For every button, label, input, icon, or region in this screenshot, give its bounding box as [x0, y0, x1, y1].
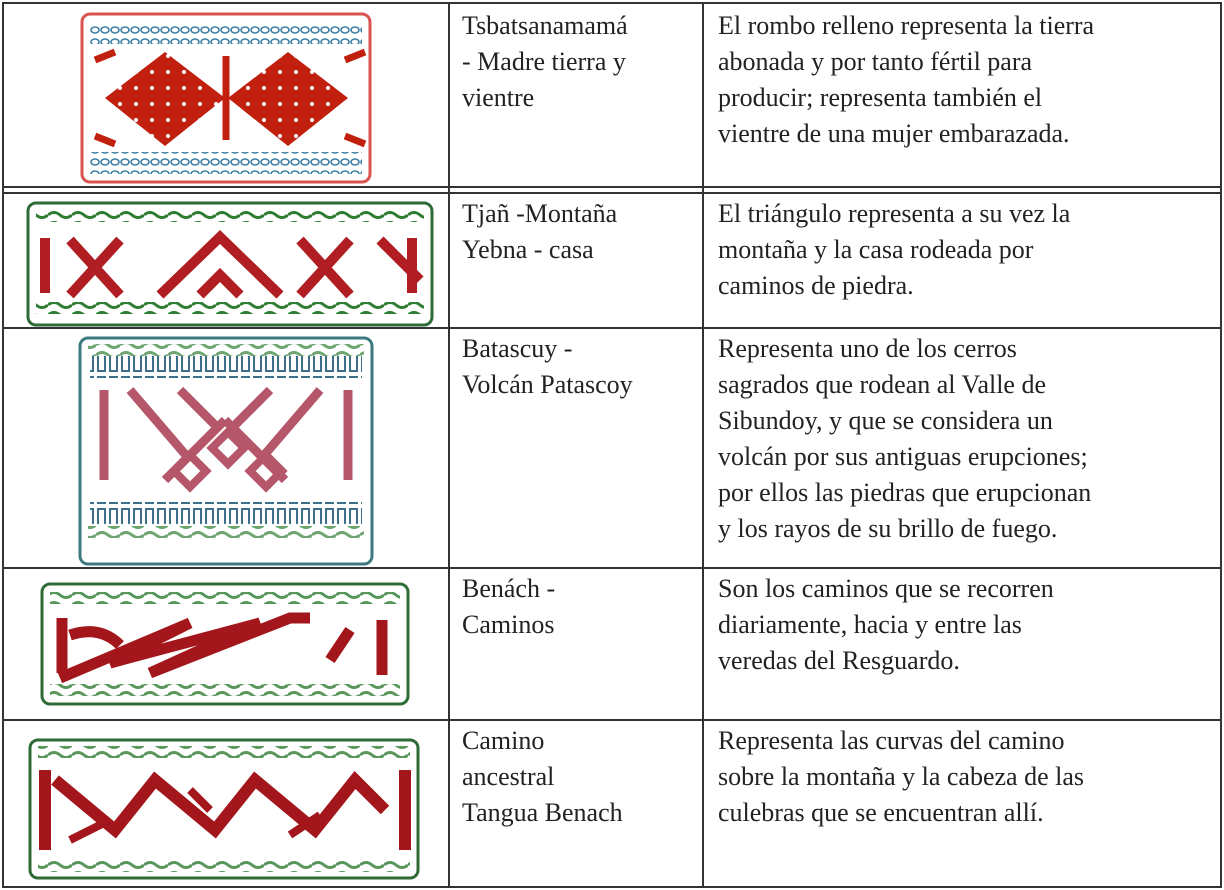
text-line: abonada y por tanto fértil para — [718, 47, 1033, 76]
rule — [2, 192, 1222, 194]
rule — [2, 886, 1222, 888]
table-cell: Camino ancestral Tangua Benach — [462, 723, 623, 831]
text-line: y los rayos de su brillo de fuego. — [718, 514, 1058, 543]
table-cell: Benách - Caminos — [462, 571, 555, 643]
text-line: Camino — [462, 726, 545, 755]
table-cell: Tjañ -Montaña Yebna - casa — [462, 196, 617, 268]
table-cell: Representa las curvas del camino sobre la… — [718, 723, 1084, 831]
text-line: Caminos — [462, 610, 555, 639]
table-cell: Batascuy - Volcán Patascoy — [462, 331, 633, 403]
text-line: Tangua Benach — [462, 798, 623, 827]
rule — [2, 719, 1222, 721]
text-line: vientre de una mujer embarazada. — [718, 119, 1070, 148]
text-line: Son los caminos que se recorren — [718, 574, 1054, 603]
table-cell: El triángulo representa a su vez la monta… — [718, 196, 1070, 304]
text-line: culebras que se encuentran allí. — [718, 798, 1044, 827]
text-line: Representa las curvas del camino — [718, 726, 1065, 755]
text-line: producir; representa también el — [718, 83, 1043, 112]
table-cell: El rombo relleno representa la tierra abo… — [718, 8, 1094, 152]
text-line: por ellos las piedras que erupcionan — [718, 478, 1092, 507]
rule — [448, 2, 450, 888]
table-cell: Son los caminos que se recorren diariamen… — [718, 571, 1054, 679]
text-line: sagrados que rodean al Valle de — [718, 370, 1047, 399]
text-line: sobre la montaña y la cabeza de las — [718, 762, 1084, 791]
text-line: Sibundoy, y que se considera un — [718, 406, 1053, 435]
rule — [2, 186, 1222, 188]
text-line: montaña y la casa rodeada por — [718, 235, 1034, 264]
text-line: Volcán Patascoy — [462, 370, 633, 399]
text-line: El rombo relleno representa la tierra — [718, 11, 1095, 40]
rule — [702, 2, 704, 888]
text-line: El triángulo representa a su vez la — [718, 199, 1071, 228]
text-line: Tjañ -Montaña — [462, 199, 618, 228]
text-line: caminos de piedra. — [718, 271, 914, 300]
rule — [2, 2, 4, 888]
motifs — [26, 12, 434, 880]
text-line: - Madre tierra y — [462, 47, 626, 76]
text-line: Benách - — [462, 574, 556, 603]
text-line: Tsbatsanamamá — [462, 11, 628, 40]
text-line: veredas del Resguardo. — [718, 646, 960, 675]
text-line: Representa uno de los cerros — [718, 334, 1017, 363]
text-line: ancestral — [462, 762, 555, 791]
rule — [2, 327, 1222, 329]
text-line: Yebna - casa — [462, 235, 594, 264]
text-line: vientre — [462, 83, 535, 112]
rule — [1220, 2, 1222, 888]
rule — [2, 567, 1222, 569]
text-line: volcán por sus antiguas erupciones; — [718, 442, 1088, 471]
text-line: diariamente, hacia y entre las — [718, 610, 1022, 639]
rule — [2, 2, 1222, 4]
table-cell: Representa uno de los cerros sagrados que… — [718, 331, 1091, 547]
table-cell: Tsbatsanamamá - Madre tierra y vientre — [462, 8, 628, 116]
text-line: Batascuy - — [462, 334, 573, 363]
